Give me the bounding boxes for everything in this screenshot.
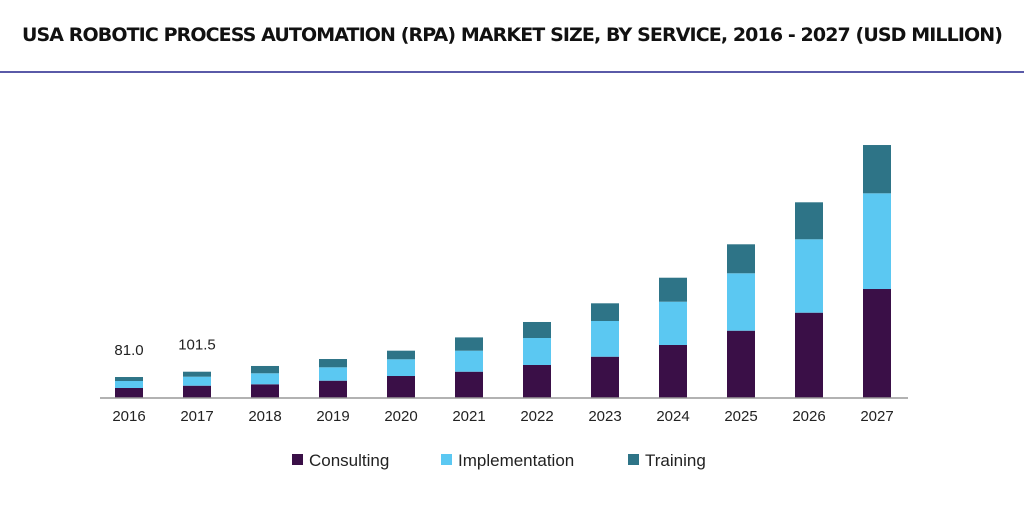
bar-training-2017 [183, 371, 211, 377]
x-tick-label: 2021 [452, 408, 485, 425]
legend-label-training: Training [645, 451, 706, 470]
bar-training-2027 [863, 145, 891, 194]
bar-training-2026 [795, 202, 823, 240]
bar-consulting-2022 [523, 364, 551, 398]
chart-title: USA ROBOTIC PROCESS AUTOMATION (RPA) MAR… [21, 24, 1003, 46]
bar-training-2020 [387, 350, 415, 360]
bar-consulting-2023 [591, 356, 619, 398]
bar-implementation-2026 [795, 239, 823, 313]
bar-training-2021 [455, 337, 483, 351]
bar-training-2025 [727, 244, 755, 274]
x-tick-label: 2024 [656, 408, 689, 425]
bar-consulting-2025 [727, 330, 755, 398]
bar-consulting-2016 [115, 388, 143, 398]
legend-swatch-implementation [441, 454, 452, 465]
bar-consulting-2018 [251, 384, 279, 398]
x-tick-label: 2027 [860, 408, 893, 425]
x-tick-label: 2026 [792, 408, 825, 425]
bar-implementation-2020 [387, 359, 415, 377]
x-tick-label: 2018 [248, 408, 281, 425]
legend-label-consulting: Consulting [309, 451, 389, 470]
x-tick-label: 2016 [112, 408, 145, 425]
bar-training-2019 [319, 359, 347, 368]
bar-implementation-2025 [727, 273, 755, 331]
bar-consulting-2017 [183, 385, 211, 398]
x-tick-label: 2020 [384, 408, 417, 425]
bar-implementation-2023 [591, 321, 619, 357]
data-label: 101.5 [178, 337, 216, 354]
bar-training-2022 [523, 321, 551, 338]
bar-training-2024 [659, 277, 687, 302]
x-tick-label: 2025 [724, 408, 757, 425]
bar-training-2016 [115, 377, 143, 382]
bar-consulting-2027 [863, 289, 891, 398]
bar-implementation-2024 [659, 301, 687, 345]
bar-implementation-2019 [319, 367, 347, 381]
bar-implementation-2016 [115, 381, 143, 388]
bar-training-2023 [591, 303, 619, 322]
bar-consulting-2021 [455, 371, 483, 398]
bar-implementation-2022 [523, 338, 551, 365]
x-tick-label: 2019 [316, 408, 349, 425]
data-label: 81.0 [114, 342, 143, 359]
bar-implementation-2017 [183, 376, 211, 386]
bar-consulting-2019 [319, 380, 347, 398]
legend-swatch-consulting [292, 454, 303, 465]
bar-training-2018 [251, 365, 279, 374]
bar-implementation-2021 [455, 350, 483, 372]
bar-implementation-2027 [863, 193, 891, 290]
x-tick-label: 2022 [520, 408, 553, 425]
legend-label-implementation: Implementation [458, 451, 574, 470]
bar-implementation-2018 [251, 373, 279, 385]
bar-consulting-2026 [795, 312, 823, 398]
x-tick-label: 2017 [180, 408, 213, 425]
bar-consulting-2020 [387, 376, 415, 398]
bar-consulting-2024 [659, 344, 687, 398]
x-tick-label: 2023 [588, 408, 621, 425]
legend-swatch-training [628, 454, 639, 465]
title-divider [0, 71, 1024, 73]
